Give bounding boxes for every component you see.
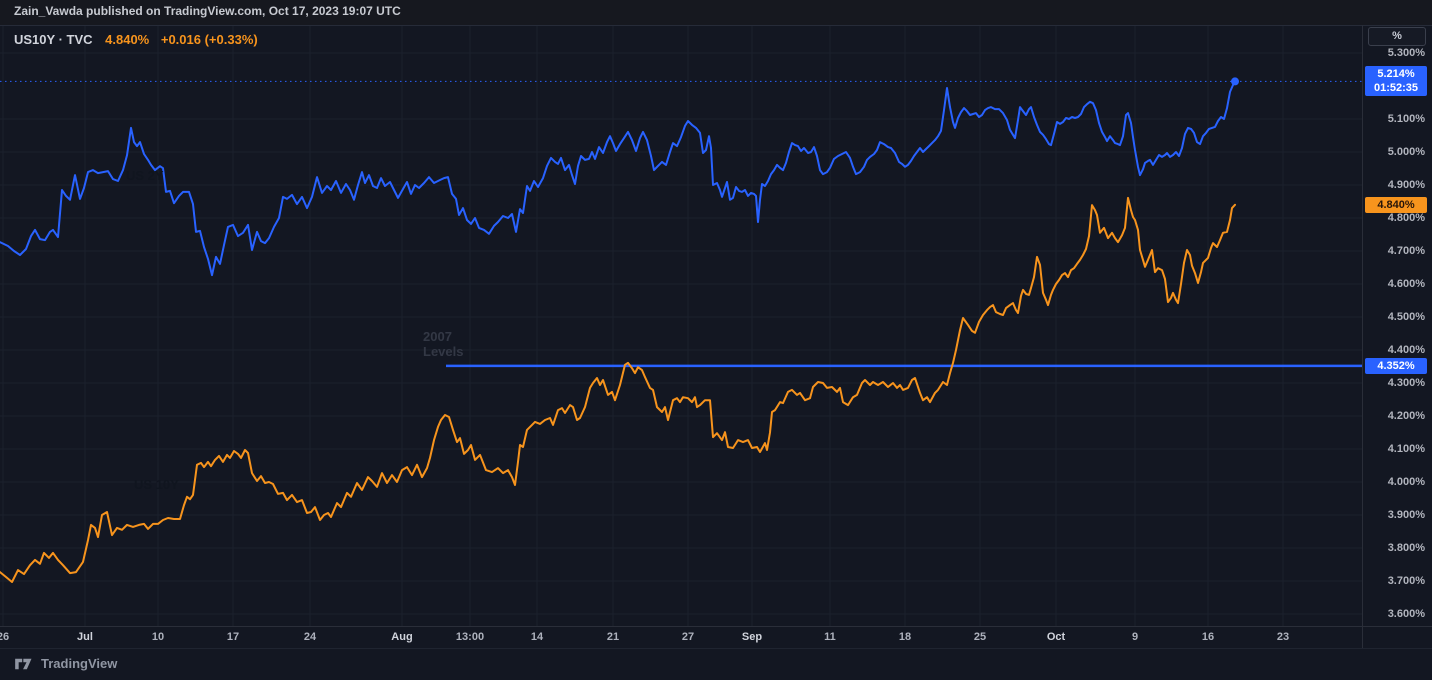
time-tick-label: 26: [0, 631, 10, 643]
price-tick-label: 4.100%: [1387, 443, 1425, 455]
percent-scale-button[interactable]: %: [1368, 27, 1426, 46]
time-scale[interactable]: 26 Jul 10 17 24 Aug 13:00 14 21 27 Sep 11 18 25 Oct 9 16…: [0, 627, 1362, 648]
symbol-title[interactable]: US10Y · TVC: [14, 32, 93, 47]
time-tick-label: 27: [681, 631, 695, 643]
time-tick-label: 18: [898, 631, 912, 643]
time-tick-label: Jul: [77, 631, 93, 643]
tradingview-link[interactable]: TradingView: [14, 656, 117, 671]
time-tick-label: 16: [1201, 631, 1215, 643]
us2y-series-line: [0, 80, 1236, 277]
price-badge: 5.214% 01:52:35: [1365, 66, 1427, 97]
price-tick-label: 4.200%: [1387, 410, 1425, 422]
footer-border: [0, 648, 1432, 649]
time-tick-label: 21: [606, 631, 620, 643]
us10y-label: US 10Y: [134, 477, 179, 492]
last-price: 4.840%: [105, 32, 150, 47]
price-tick-label: 5.100%: [1387, 113, 1425, 125]
time-tick-label: 23: [1276, 631, 1290, 643]
price-tick-label: 5.000%: [1387, 146, 1425, 158]
time-tick-label: 9: [1131, 631, 1139, 643]
time-tick-label: Oct: [1046, 631, 1066, 643]
price-tick-label: 4.600%: [1387, 278, 1425, 290]
time-tick-label: Aug: [391, 631, 413, 643]
footer: TradingView: [0, 649, 1432, 680]
time-tick-label: 13:00: [455, 631, 485, 643]
price-tick-label: 3.600%: [1387, 608, 1425, 620]
price-scale-border: [1362, 25, 1363, 648]
time-tick-label: Sep: [741, 631, 763, 643]
price-tick-label: 3.700%: [1387, 575, 1425, 587]
price-tick-label: 5.300%: [1387, 47, 1425, 59]
price-tick-label: 4.500%: [1387, 311, 1425, 323]
price-tick-label: 3.900%: [1387, 509, 1425, 521]
time-tick-label: 24: [303, 631, 317, 643]
price-tick-label: 4.900%: [1387, 179, 1425, 191]
price-badge: 4.840%: [1365, 196, 1427, 213]
time-tick-label: 14: [530, 631, 544, 643]
tradingview-brand-text: TradingView: [41, 656, 118, 671]
levels-2007-label: 2007 Levels: [423, 329, 464, 359]
price-change: +0.016 (+0.33%): [160, 32, 258, 47]
publish-bar: Zain_Vawda published on TradingView.com,…: [0, 0, 1432, 26]
time-scale-border: [0, 626, 1432, 627]
time-tick-label: 17: [226, 631, 240, 643]
publish-info: Zain_Vawda published on TradingView.com,…: [14, 4, 401, 18]
price-tick-label: 4.300%: [1387, 377, 1425, 389]
price-badge: 4.352%: [1365, 357, 1427, 374]
time-tick-label: 25: [973, 631, 987, 643]
price-tick-label: 4.000%: [1387, 476, 1425, 488]
us2y-label: US 2Y: [126, 168, 164, 183]
price-tick-label: 3.800%: [1387, 542, 1425, 554]
price-tick-label: 4.800%: [1387, 212, 1425, 224]
price-scale[interactable]: 5.300% 5.100% 5.000% 4.900% 4.800% 4.700% 4.60…: [1363, 25, 1432, 648]
time-tick-label: 11: [824, 631, 836, 643]
price-tick-label: 4.700%: [1387, 245, 1425, 257]
last-point-dot: [1231, 77, 1239, 86]
symbol-legend[interactable]: US10Y · TVC 4.840% +0.016 (+0.33%): [14, 32, 258, 47]
price-tick-label: 4.400%: [1387, 344, 1425, 356]
time-tick-label: 10: [151, 631, 165, 643]
us10y-series-line: [0, 196, 1236, 583]
tradingview-logo-icon: [15, 658, 32, 669]
